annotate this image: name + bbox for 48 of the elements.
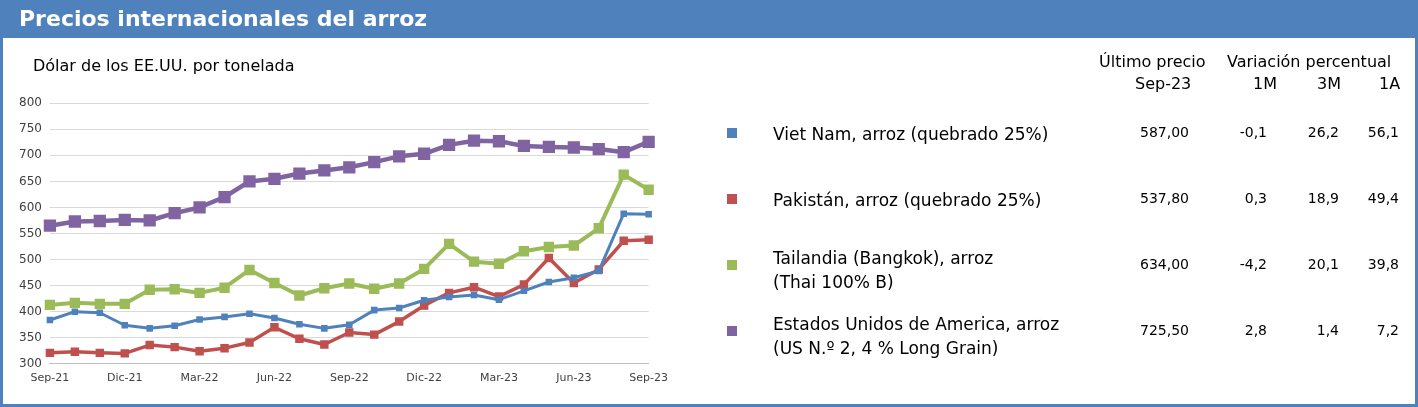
y-tick-label: 450 [19,277,42,292]
y-tick-label: 750 [19,121,42,136]
text: -4,2 [1238,256,1267,272]
x-tick-label: Sep-22 [329,371,369,385]
text: 537,80 [1139,190,1189,206]
text: Sep-23 [1135,74,1192,93]
text: 39,8 [1366,256,1399,272]
text: 0,3 [1243,190,1267,206]
y-tick-label: 400 [19,303,42,318]
x-tick-label: Sep-21 [30,371,70,385]
text: 3M [1317,74,1341,93]
text: 1,4 [1315,322,1339,338]
text: 49,4 [1366,190,1399,206]
text: Variación percentual [1227,52,1392,71]
legend-label: Estados Unidos de America, arroz (US N.º 2, 4 % Long Grain) [773,313,1060,360]
text: 18,9 [1306,190,1339,206]
x-tick-label: Jun-22 [255,371,293,385]
text: 26,2 [1306,124,1339,140]
text: 20,1 [1306,256,1339,272]
y-tick-label: 500 [19,251,42,266]
text: 1M [1253,74,1277,93]
y-tick-label: 650 [19,173,42,188]
x-tick-label: Dic-21 [106,371,143,385]
text: 725,50 [1139,322,1189,338]
y-tick-label: 800 [19,95,42,110]
text: 2,8 [1243,322,1267,338]
x-tick-label: Mar-23 [479,371,518,385]
y-tick-label: 550 [19,225,42,240]
legend-label: Viet Nam, arroz (quebrado 25%) [773,123,1049,146]
x-tick-label: Jun-23 [555,371,592,385]
text: 7,2 [1375,322,1399,338]
legend-label: Tailandia (Bangkok), arroz (Thai 100% B) [773,247,994,294]
y-tick-label: 700 [19,147,42,162]
x-tick-label: Dic-22 [406,371,442,385]
text: -0,1 [1238,124,1267,140]
y-tick-label: 600 [19,199,42,214]
chart-title: Precios internacionales del arroz [3,0,1415,38]
text: Último precio [1099,52,1206,71]
text: 1A [1379,74,1401,93]
y-tick-label: 350 [19,329,42,344]
text: 634,00 [1139,256,1189,272]
text: 587,00 [1139,124,1189,140]
x-tick-label: Sep-23 [629,371,668,385]
y-tick-label: 300 [19,355,42,370]
y-axis-title: Dólar de los EE.UU. por tonelada [33,56,295,75]
text: 56,1 [1366,124,1399,140]
legend-label: Pakistán, arroz (quebrado 25%) [773,189,1042,212]
x-tick-label: Mar-22 [180,371,219,385]
